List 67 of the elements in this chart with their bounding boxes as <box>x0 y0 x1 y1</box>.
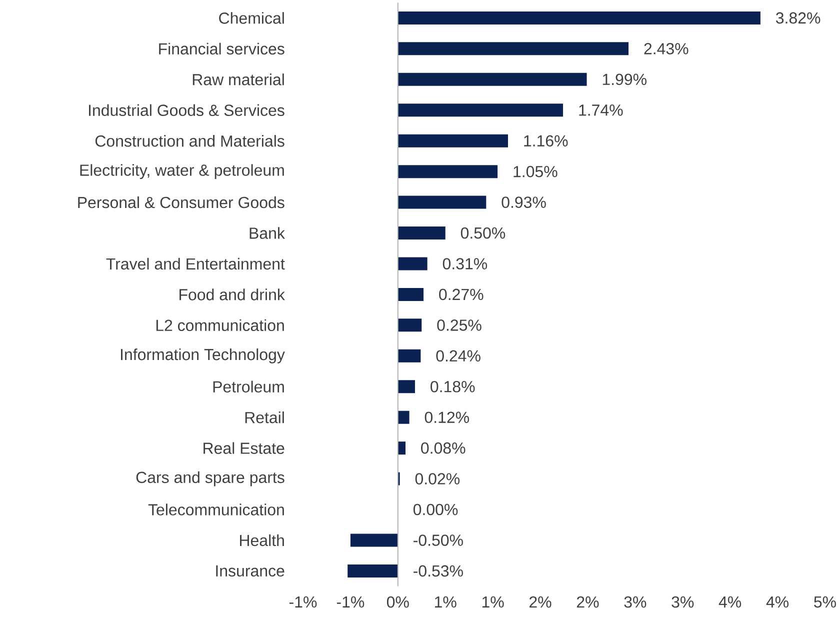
bar <box>398 72 587 86</box>
y-tick-label: Industrial Goods & Services <box>89 104 284 116</box>
bar <box>398 288 424 301</box>
bar <box>398 165 498 178</box>
bar <box>350 534 398 547</box>
data-label: 0.08% <box>421 442 466 454</box>
x-tick-label: 3% <box>624 596 646 608</box>
bar <box>398 11 760 24</box>
data-label: 0.18% <box>430 380 475 392</box>
x-tick-label: 4% <box>766 596 789 608</box>
bar <box>398 134 508 148</box>
data-label: 0.12% <box>424 412 470 424</box>
y-tick-label: L2 communication <box>156 319 284 332</box>
data-label: 0.27% <box>439 288 484 300</box>
data-label: 0.02% <box>415 473 460 484</box>
x-tick-label: 1% <box>482 596 504 608</box>
data-label: 0.25% <box>437 320 482 331</box>
y-tick-label: Travel and Entertainment <box>106 258 285 270</box>
bar <box>398 257 428 270</box>
y-tick-label: Financial services <box>159 42 284 55</box>
y-tick-label: Electricity, water & petroleum <box>80 164 284 180</box>
y-tick-label: Food and drink <box>180 288 285 300</box>
bar <box>398 380 415 394</box>
y-tick-label: Insurance <box>216 565 284 577</box>
y-tick-label: Chemical <box>219 12 284 24</box>
x-tick-label: 2% <box>530 596 552 608</box>
data-label: -0.53% <box>414 565 463 577</box>
x-tick-label: 0% <box>386 596 409 608</box>
data-label: 0.00% <box>413 504 458 516</box>
y-tick-label: Construction and Materials <box>95 134 284 147</box>
bar <box>398 349 421 362</box>
x-tick-label: -1% <box>336 596 364 608</box>
data-label: 1.05% <box>514 166 558 178</box>
x-tick-label: 1% <box>435 596 456 608</box>
x-tick-label: 2% <box>576 596 599 608</box>
y-tick-label: Personal & Consumer Goods <box>78 196 284 208</box>
y-tick-label: Raw material <box>192 74 284 86</box>
bar <box>398 104 564 117</box>
data-label: 0.24% <box>436 350 480 362</box>
x-tick-label: -1% <box>289 596 317 608</box>
data-label: 2.43% <box>644 43 688 54</box>
x-tick-label: 5% <box>814 596 836 608</box>
y-tick-label: Retail <box>245 411 284 424</box>
bar <box>398 442 406 455</box>
bar <box>398 318 422 332</box>
bar <box>398 226 446 240</box>
data-label: 1.99% <box>602 74 646 86</box>
y-tick-label: Bank <box>250 227 285 239</box>
y-tick-label: Petroleum <box>213 380 284 392</box>
y-tick-label: Information Technology <box>121 348 285 364</box>
data-label: 1.16% <box>524 135 568 147</box>
y-tick-label: Cars and spare parts <box>136 471 284 486</box>
data-label: 3.82% <box>776 12 820 24</box>
bar <box>348 564 398 578</box>
x-tick-label: 3% <box>672 596 694 608</box>
bar <box>398 410 410 424</box>
data-label: 0.50% <box>460 227 506 239</box>
data-label: 0.31% <box>442 258 488 270</box>
data-label: 1.74% <box>579 104 623 116</box>
x-tick-label: 4% <box>718 596 742 608</box>
data-label: 0.93% <box>502 196 546 208</box>
data-label: -0.50% <box>414 534 463 546</box>
y-tick-label: Health <box>240 534 284 546</box>
bar <box>398 196 486 209</box>
y-tick-label: Real Estate <box>204 442 284 454</box>
bar <box>398 42 629 56</box>
y-tick-label: Telecommunication <box>148 504 284 516</box>
